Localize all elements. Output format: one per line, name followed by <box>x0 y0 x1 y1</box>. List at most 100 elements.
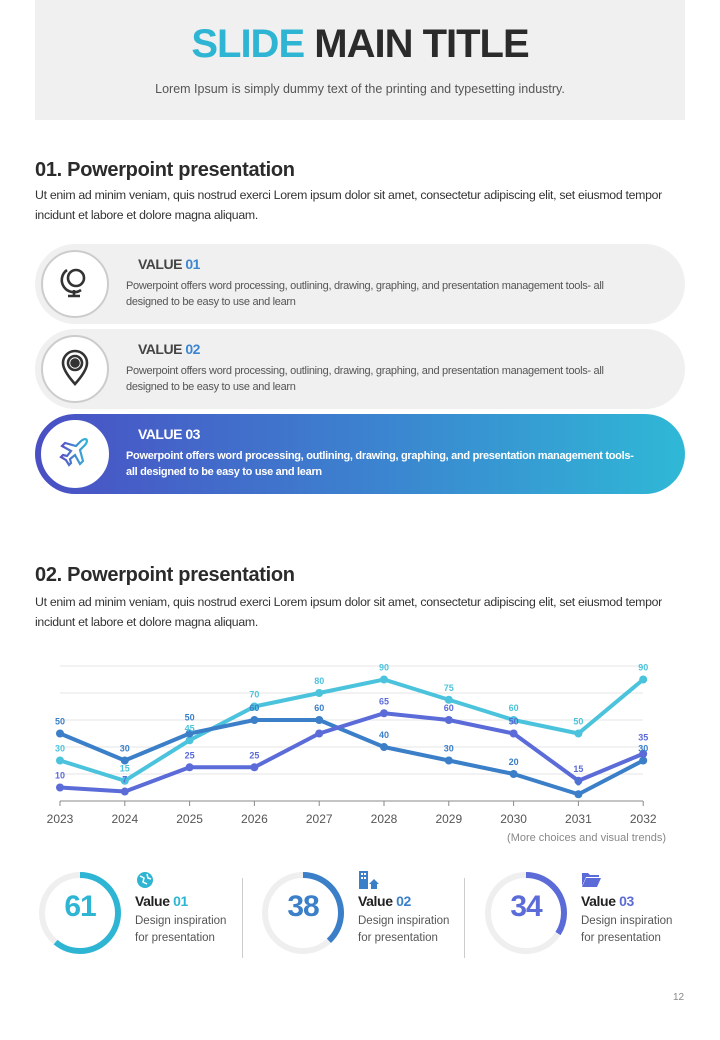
x-tick-label: 2032 <box>630 812 657 826</box>
airplane-icon <box>58 435 92 474</box>
globe-hand-icon <box>135 870 155 895</box>
page-number: 12 <box>673 992 685 1003</box>
value-card-03: VALUE 03 Powerpoint offers word processi… <box>35 414 685 494</box>
data-label: 30 <box>120 744 130 754</box>
data-label: 50 <box>573 717 583 727</box>
progress-ring <box>262 872 344 954</box>
data-point <box>185 736 194 745</box>
gauge-value: 34 <box>510 890 542 923</box>
gauge-value: 61 <box>64 890 96 923</box>
data-point <box>315 689 324 697</box>
x-tick-label: 2029 <box>435 812 462 826</box>
data-point <box>509 770 518 778</box>
x-tick-label: 2025 <box>176 812 203 826</box>
gauge-title: Value 02 <box>358 893 411 909</box>
x-tick-label: 2028 <box>371 812 398 826</box>
data-point <box>380 743 388 751</box>
card-title: VALUE 01 <box>138 256 200 272</box>
gauge-title: Value 03 <box>581 893 634 909</box>
data-label: 5 <box>576 777 581 787</box>
data-point <box>444 695 453 704</box>
card-title: VALUE 03 <box>138 426 200 442</box>
x-tick-label: 2031 <box>565 812 592 826</box>
data-point <box>250 716 259 724</box>
data-point <box>185 763 194 772</box>
series-line <box>59 677 645 783</box>
series-line <box>59 711 644 794</box>
section2-heading: 02. Powerpoint presentation <box>35 564 295 586</box>
data-label: 30 <box>638 744 648 754</box>
line-chart: 2023 2024 2025 2026 2027 2028 2029 2030 2031 2032… <box>47 663 657 827</box>
data-label: 25 <box>185 750 195 760</box>
gauge-03: 34 Value 03 Design inspiration for presen… <box>483 868 693 958</box>
buildings-icon <box>358 870 380 895</box>
data-point <box>444 756 453 765</box>
page-title: SLIDE MAIN TITLE <box>191 22 529 66</box>
data-label: 90 <box>379 663 389 673</box>
divider <box>464 878 465 958</box>
data-label: 20 <box>509 757 519 767</box>
x-tick-label: 2027 <box>306 812 333 826</box>
data-point <box>574 729 583 738</box>
data-point <box>444 716 453 724</box>
x-tick-label: 2023 <box>47 812 74 826</box>
data-label: 50 <box>55 717 65 727</box>
gauge-02: 38 Value 02 Design inspiration for presen… <box>260 868 470 958</box>
gauge-title: Value 01 <box>135 893 188 909</box>
location-pin-icon <box>60 348 90 391</box>
data-label: 35 <box>638 733 648 743</box>
data-label: 50 <box>509 717 519 727</box>
data-label: 65 <box>379 696 389 706</box>
progress-ring <box>485 872 567 954</box>
value-card-02: VALUE 02 Powerpoint offers word processi… <box>35 329 685 409</box>
data-point <box>574 776 583 785</box>
data-point <box>574 790 583 799</box>
data-point <box>56 756 64 765</box>
data-point <box>380 675 388 684</box>
data-point <box>120 756 129 765</box>
data-label: 60 <box>249 703 259 713</box>
data-point <box>250 763 259 772</box>
data-label: 15 <box>120 764 130 774</box>
data-point <box>120 776 129 785</box>
card-description: Powerpoint offers word processing, outli… <box>126 365 604 393</box>
data-label: 90 <box>638 663 648 673</box>
data-point <box>380 709 388 718</box>
data-point <box>315 716 324 724</box>
data-label: 15 <box>573 764 583 774</box>
section2-paragraph: Ut enim ad minim veniam, quis nostrud ex… <box>35 595 662 629</box>
card-description: Powerpoint offers word processing, outli… <box>126 280 604 308</box>
data-point <box>509 716 518 724</box>
progress-ring <box>39 872 121 954</box>
gauge-value: 38 <box>287 890 319 923</box>
data-point <box>639 675 648 684</box>
gauge-01: 61 Value 01 Design inspiration for presen… <box>37 868 247 958</box>
data-point <box>120 787 129 796</box>
data-label: 45 <box>185 723 195 733</box>
section1-heading: 01. Powerpoint presentation <box>35 159 295 181</box>
chart-note: (More choices and visual trends) <box>507 832 666 844</box>
data-point <box>56 783 64 792</box>
data-label: 80 <box>314 676 324 686</box>
data-label: 30 <box>444 744 454 754</box>
data-label: 70 <box>249 690 259 700</box>
data-label: 40 <box>379 730 389 740</box>
globe-icon <box>59 264 91 305</box>
data-label: 60 <box>509 703 519 713</box>
data-point <box>639 756 648 765</box>
data-label: 50 <box>185 712 195 722</box>
gauge-description: Design inspiration for presentation <box>135 915 227 944</box>
data-point <box>250 702 259 711</box>
data-label: 30 <box>55 744 65 754</box>
data-label: 75 <box>444 683 454 693</box>
section1-paragraph: Ut enim ad minim veniam, quis nostrud ex… <box>35 188 662 222</box>
data-point <box>56 729 64 738</box>
data-label: 60 <box>444 703 454 713</box>
header-banner: SLIDE MAIN TITLE Lorem Ipsum is simply d… <box>35 0 685 120</box>
data-label: 10 <box>55 771 65 781</box>
card-title: VALUE 02 <box>138 341 200 357</box>
icon-circle <box>41 420 109 488</box>
gauge-description: Design inspiration for presentation <box>581 915 673 944</box>
gauge-description: Design inspiration for presentation <box>358 915 450 944</box>
data-point <box>315 729 324 738</box>
